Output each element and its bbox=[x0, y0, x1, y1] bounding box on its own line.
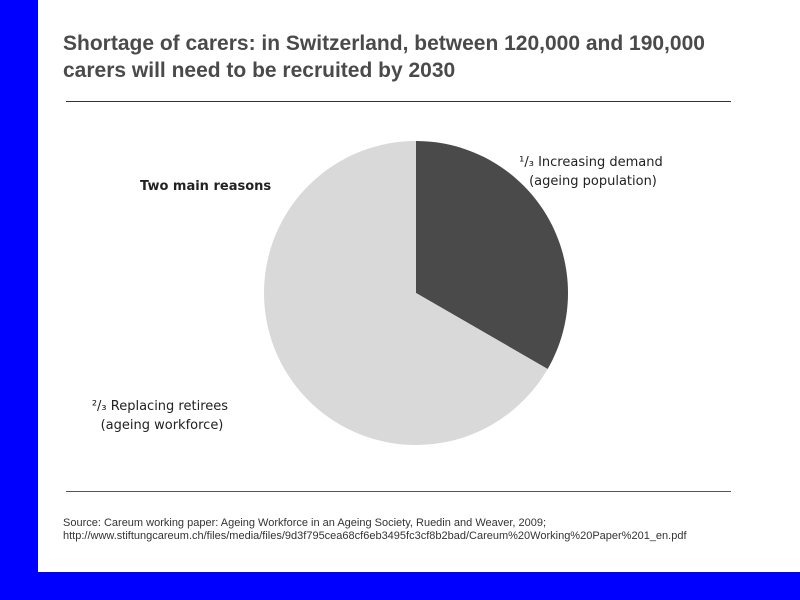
slice-label-retirees-line2: (ageing workforce) bbox=[101, 418, 224, 433]
slice-label-demand-line1: ¹/₃ Increasing demand bbox=[519, 155, 663, 170]
slice-label-retirees-line1: ²/₃ Replacing retirees bbox=[92, 399, 228, 414]
pie-slice-retirees bbox=[263, 141, 548, 445]
bottom-divider bbox=[66, 491, 731, 492]
source-url: http://www.stiftungcareum.ch/files/media… bbox=[63, 530, 687, 542]
slide: Shortage of carers: in Switzerland, betw… bbox=[38, 0, 800, 572]
chart-annotation: Two main reasons bbox=[140, 179, 271, 194]
slice-label-demand-line2: (ageing population) bbox=[529, 174, 657, 189]
slice-label-demand: ¹/₃ Increasing demand (ageing population… bbox=[519, 155, 667, 189]
top-divider bbox=[66, 101, 731, 102]
slide-title: Shortage of carers: in Switzerland, betw… bbox=[63, 32, 705, 82]
pie-chart: Two main reasons ¹/₃ Increasing demand (… bbox=[92, 141, 667, 445]
pie-slice-demand bbox=[416, 141, 568, 369]
source-line-1: Source: Careum working paper: Ageing Wor… bbox=[63, 517, 547, 529]
pie-slices bbox=[263, 141, 568, 445]
slice-label-retirees: ²/₃ Replacing retirees (ageing workforce… bbox=[92, 399, 232, 433]
source-citation: Source: Careum working paper: Ageing Wor… bbox=[63, 517, 783, 543]
